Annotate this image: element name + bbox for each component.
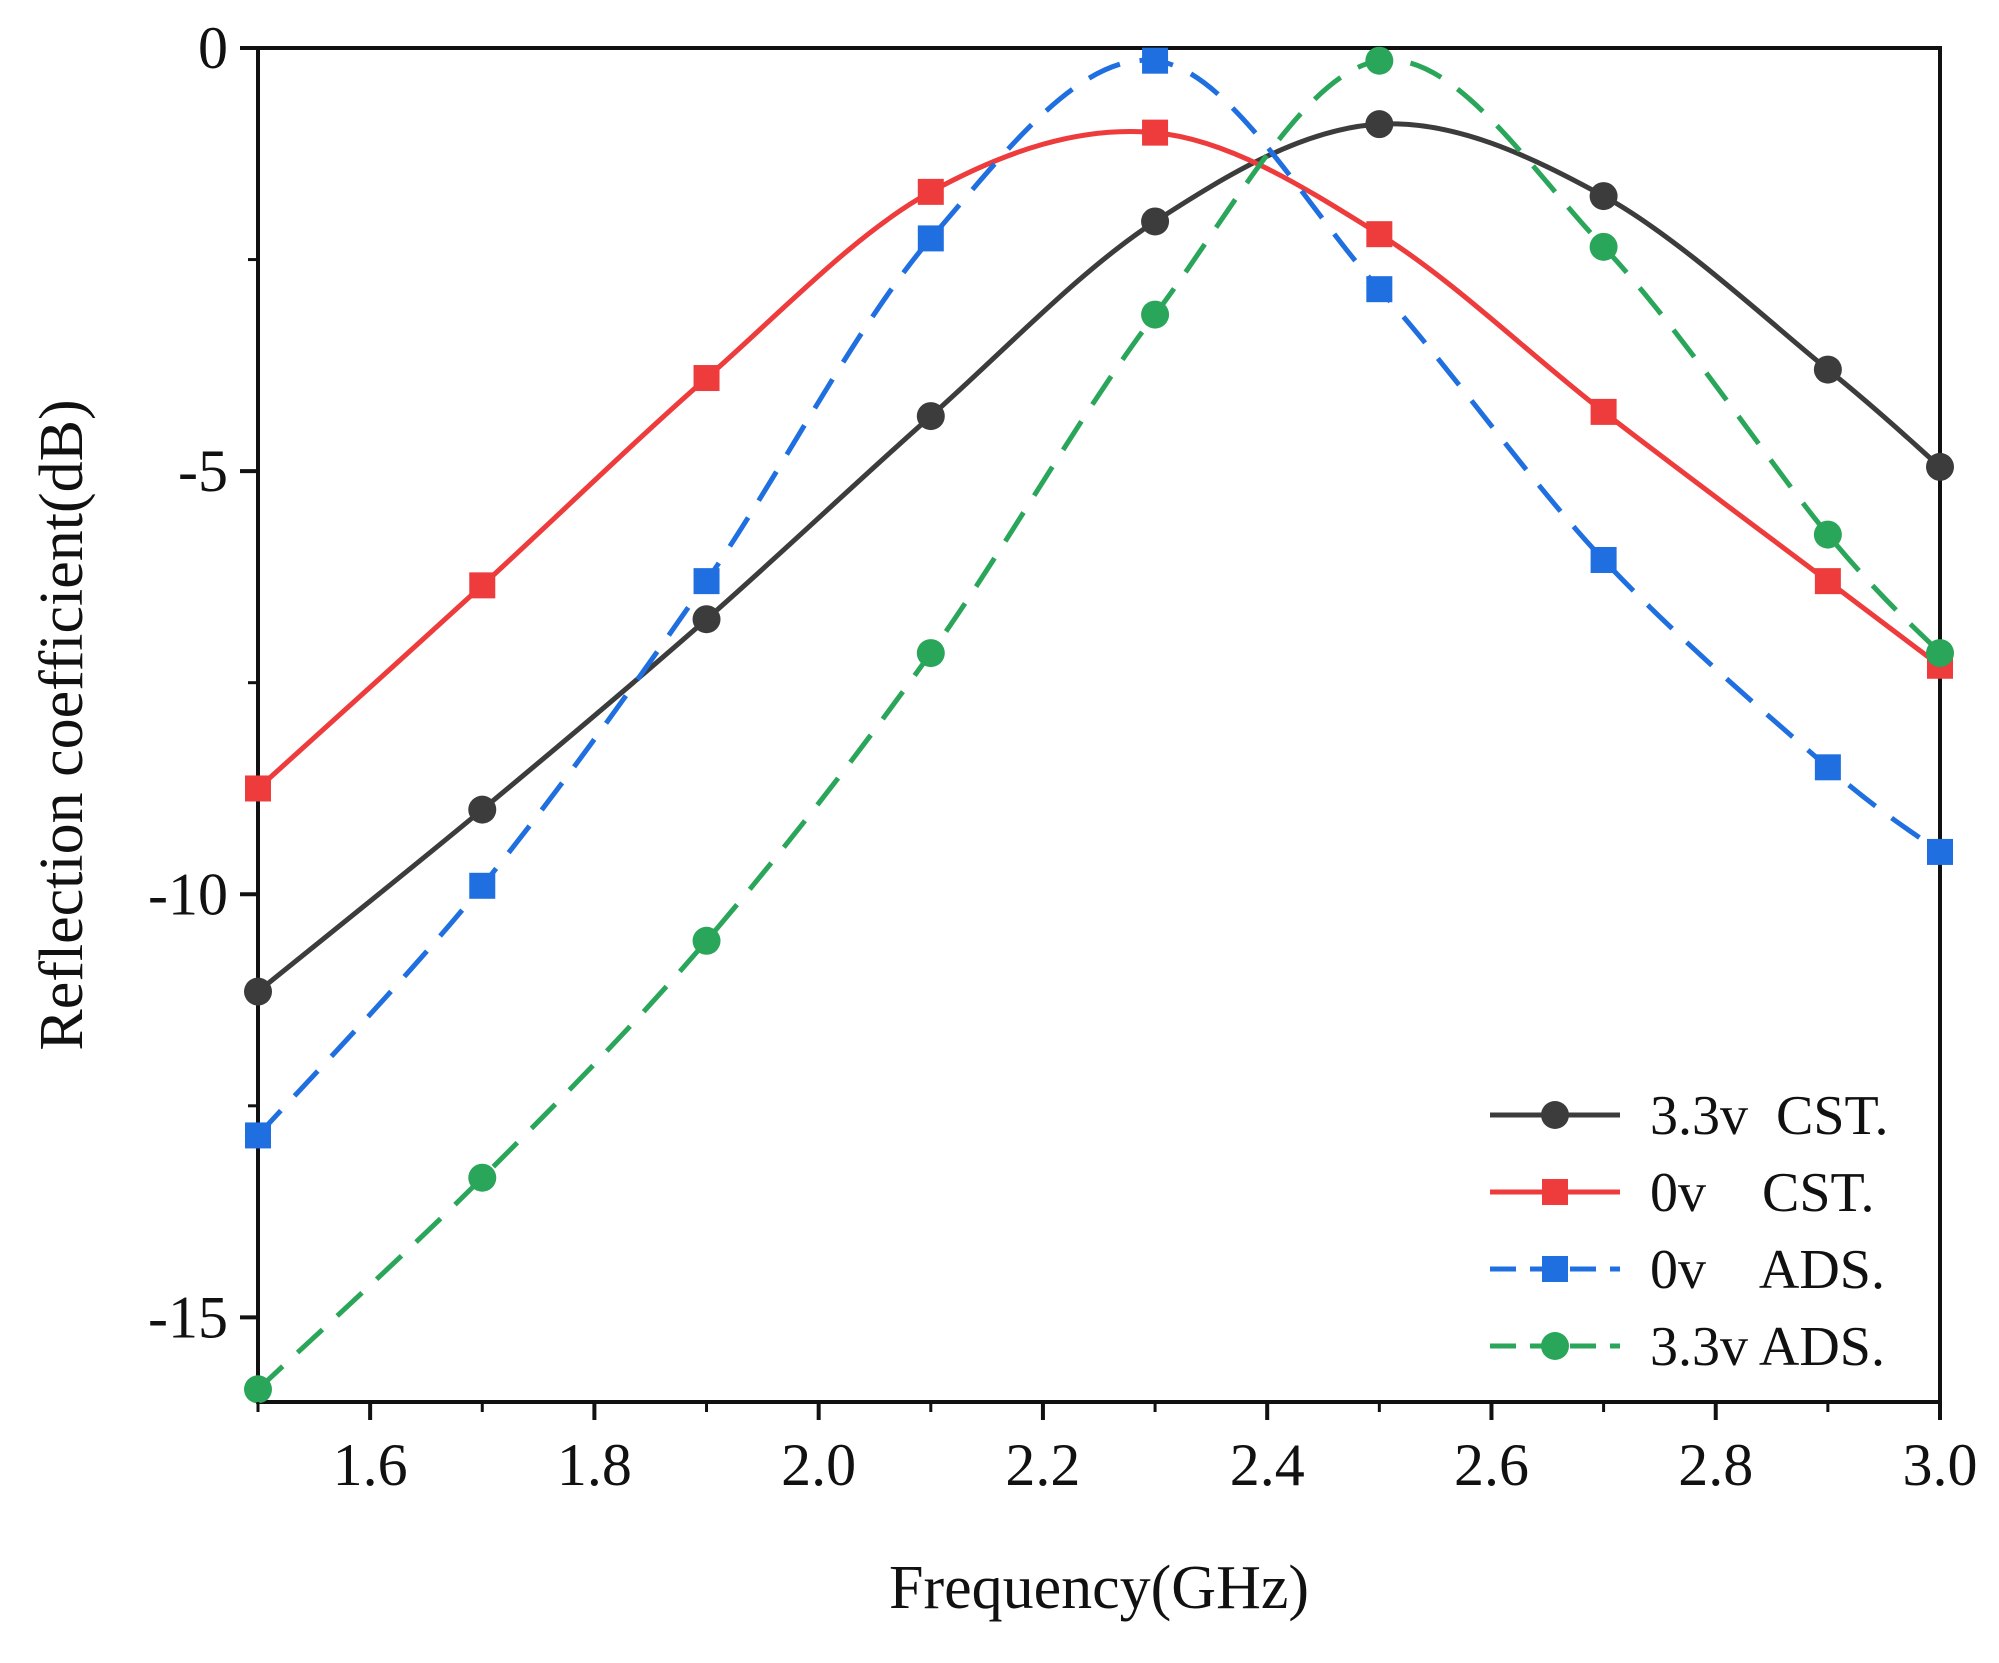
x-tick-label: 2.0 [781, 1432, 856, 1498]
data-point [1365, 110, 1394, 139]
y-axis-title: Reflection coefficient(dB) [28, 399, 96, 1050]
data-point [1927, 838, 1953, 865]
y-tick-label: -10 [148, 861, 228, 927]
data-point [1141, 207, 1170, 236]
data-point [1366, 221, 1393, 248]
legend-marker [1541, 1332, 1569, 1360]
legend-marker [1542, 1256, 1568, 1282]
series-line [256, 57, 1942, 1392]
data-point [245, 775, 271, 802]
x-tick-label: 2.8 [1678, 1432, 1753, 1498]
x-tick-label: 2.4 [1230, 1432, 1305, 1498]
data-point [1813, 520, 1842, 549]
data-point [693, 365, 720, 392]
data-point [468, 1163, 497, 1192]
legend-item: 3.3v CST. [1490, 1085, 1889, 1147]
data-point [1926, 639, 1954, 668]
legend-marker [1541, 1101, 1569, 1129]
data-point [468, 795, 497, 824]
y-tick-label: 0 [198, 15, 228, 81]
series-2 [245, 47, 1953, 1149]
data-point [1814, 568, 1841, 595]
data-point [1142, 47, 1169, 74]
x-tick-label: 3.0 [1903, 1432, 1978, 1498]
legend-label: 3.3v CST. [1650, 1085, 1889, 1147]
x-axis-title: Frequency(GHz) [889, 1554, 1309, 1622]
series-line [256, 128, 1942, 791]
x-tick-label: 1.8 [557, 1432, 632, 1498]
x-tick-label: 1.6 [333, 1432, 408, 1498]
data-point [1589, 232, 1618, 261]
series-line [256, 121, 1942, 994]
legend-label: 0v CST. [1650, 1162, 1875, 1224]
x-tick-label: 2.6 [1454, 1432, 1529, 1498]
data-point [692, 605, 721, 634]
data-point [1813, 355, 1842, 384]
series-1 [245, 119, 1953, 802]
series-3 [244, 46, 1954, 1404]
data-point [916, 402, 945, 431]
data-point [917, 225, 944, 252]
legend-marker [1542, 1179, 1568, 1205]
y-tick-label: -5 [178, 438, 228, 504]
series-0 [244, 110, 1954, 1006]
data-point [244, 1375, 272, 1404]
legend-item: 3.3v ADS. [1490, 1316, 1885, 1378]
data-point [1926, 452, 1954, 481]
data-point [469, 572, 496, 599]
data-point [1814, 754, 1841, 781]
data-point [1142, 119, 1169, 146]
x-tick-label: 2.2 [1005, 1432, 1080, 1498]
data-point [1365, 46, 1394, 75]
data-point [692, 926, 721, 955]
legend-item: 0v CST. [1490, 1162, 1875, 1224]
data-point [917, 178, 944, 205]
legend-item: 0v ADS. [1490, 1239, 1885, 1301]
axis-layer: 1.6 1.8 2.0 2.2 2.4 2.6 2.8 3.0 0 -5 -10 -15 [148, 15, 1977, 1498]
legend: 3.3v CST. 0v CST. 0v ADS. 3.3v ADS. [1490, 1085, 1889, 1378]
legend-label: 0v ADS. [1650, 1239, 1885, 1301]
data-point [1589, 182, 1618, 211]
data-point [1590, 398, 1617, 425]
data-point [1141, 300, 1170, 329]
series-line [256, 57, 1942, 1138]
y-tick-label: -15 [148, 1284, 228, 1350]
data-point [244, 977, 272, 1006]
data-point [1590, 546, 1617, 573]
data-point [916, 639, 945, 668]
series-layer [244, 46, 1954, 1404]
data-point [469, 872, 496, 899]
plot-area [256, 46, 1942, 1404]
data-point [1366, 276, 1393, 303]
data-point [693, 568, 720, 595]
data-point [245, 1122, 271, 1149]
plot-frame [256, 46, 1942, 1404]
legend-label: 3.3v ADS. [1650, 1316, 1885, 1378]
